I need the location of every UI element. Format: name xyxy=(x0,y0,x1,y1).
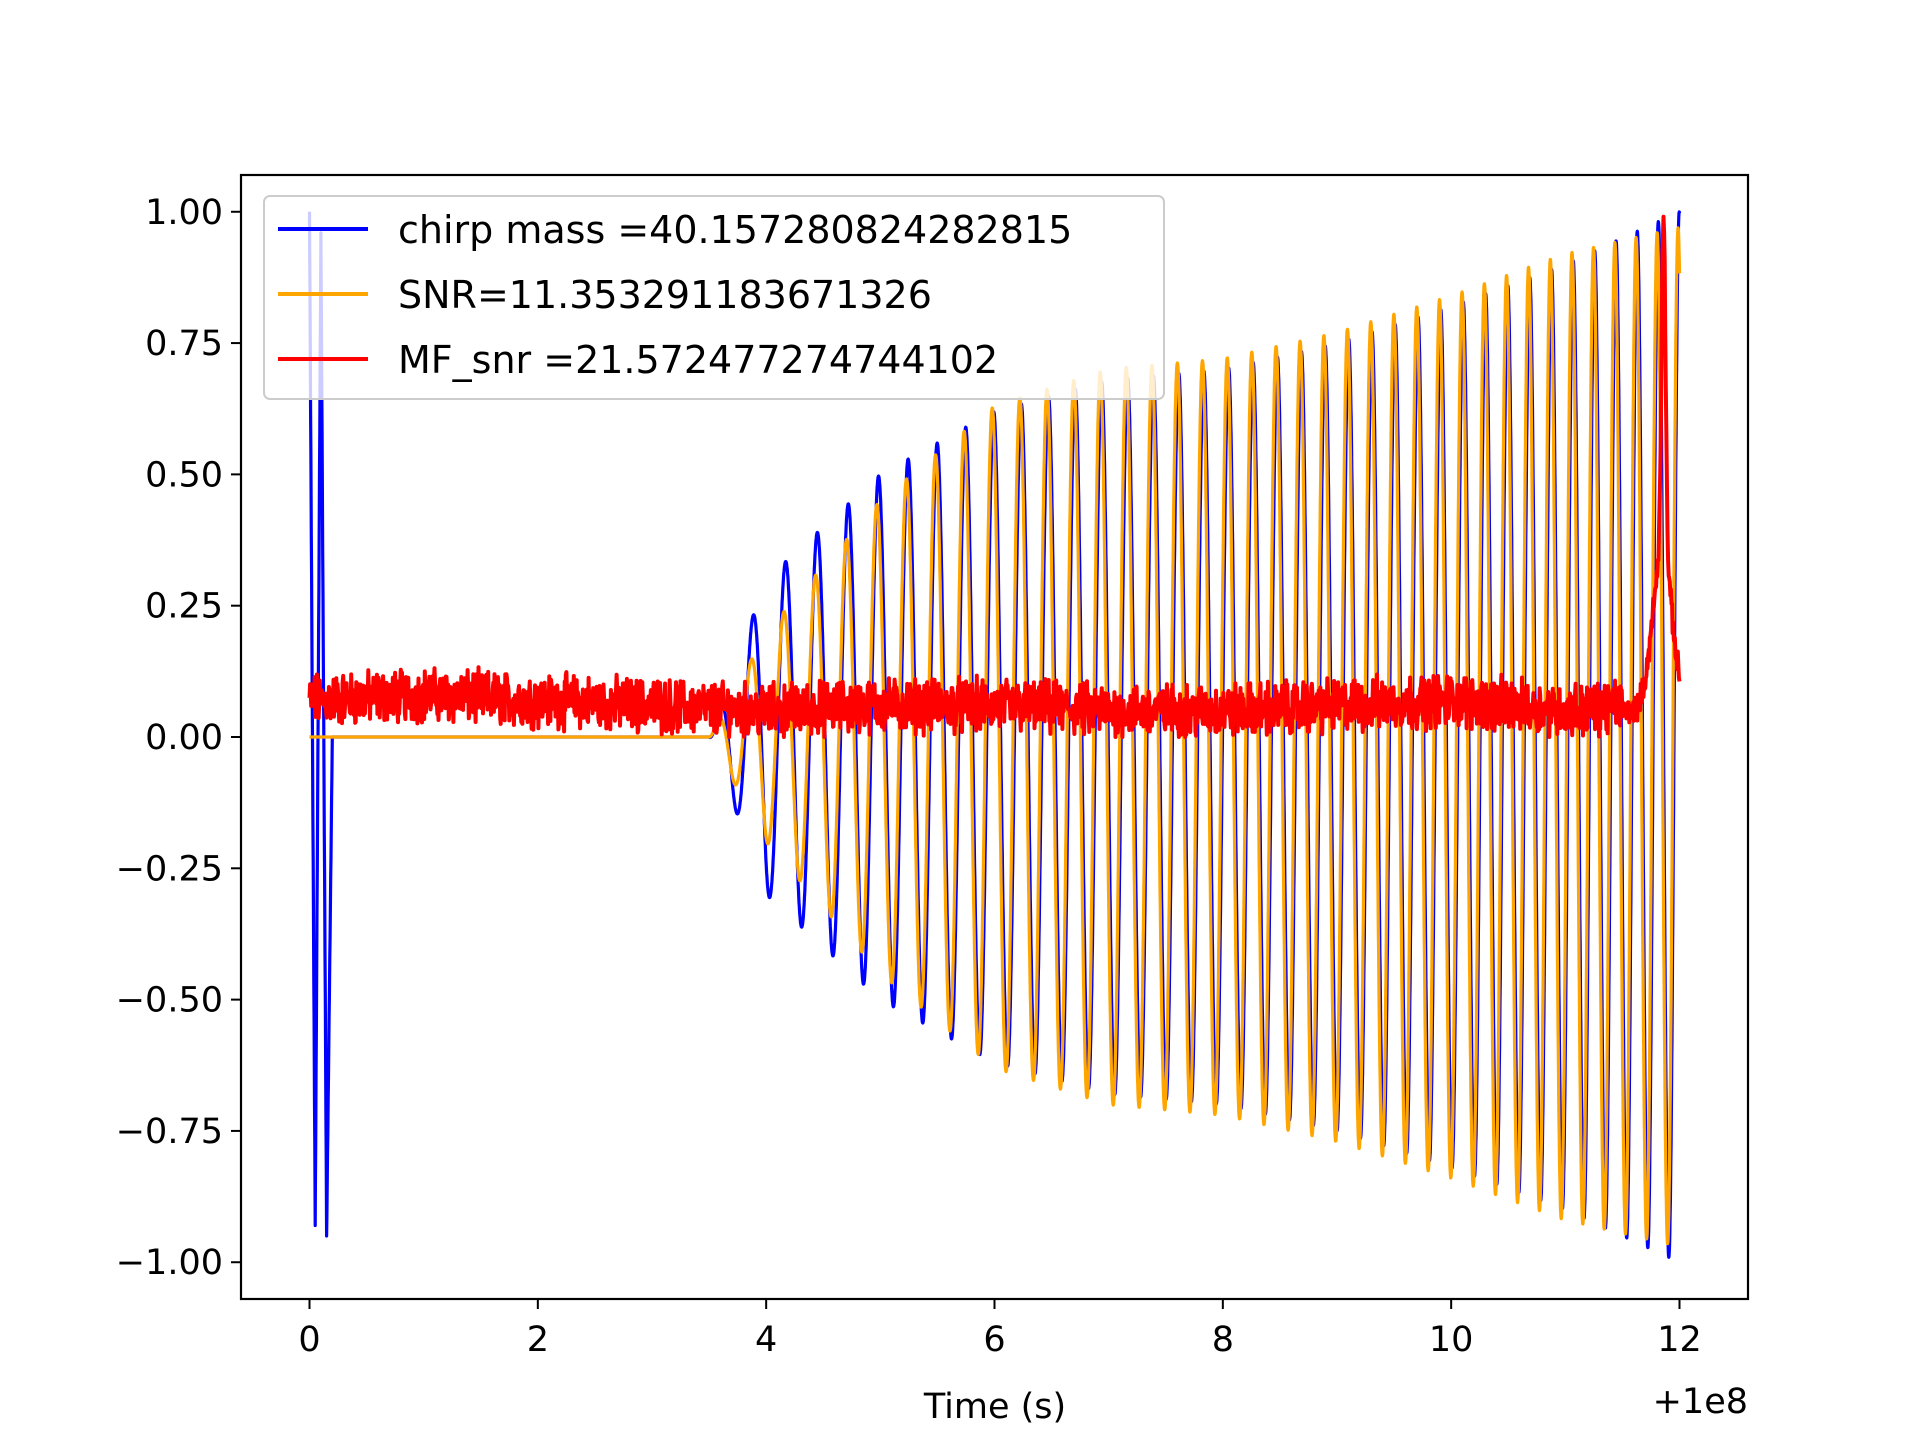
y-tick-label: −0.50 xyxy=(116,981,223,1021)
y-tick-label: 1.00 xyxy=(145,193,223,233)
x-tick-label: 4 xyxy=(755,1320,777,1360)
x-tick-label: 6 xyxy=(983,1320,1005,1360)
series-layer xyxy=(307,210,1682,1259)
series-mf-snr xyxy=(307,214,1682,739)
x-tick-label: 12 xyxy=(1657,1320,1702,1360)
legend-box xyxy=(263,195,1165,400)
x-axis-offset-label: +1e8 xyxy=(1653,1382,1748,1422)
legend-label-snr: SNR=11.353291183671326 xyxy=(398,273,932,317)
legend-label-chirp-mass: chirp mass =40.157280824282815 xyxy=(398,208,1072,252)
y-tick-label: −0.75 xyxy=(116,1112,223,1152)
series-snr xyxy=(308,226,1682,1246)
plot-area xyxy=(307,210,1682,1259)
x-axis: 0 2 4 6 8 10 12 xyxy=(298,1299,1702,1360)
x-tick-label: 8 xyxy=(1212,1320,1234,1360)
y-axis: 1.00 0.75 0.50 0.25 0.00 −0.25 −0.50 −0.75 −1.00 xyxy=(116,193,241,1283)
x-tick-label: 10 xyxy=(1429,1320,1474,1360)
legend: chirp mass =40.157280824282815 SNR=11.35… xyxy=(263,195,1165,400)
legend-label-mf-snr: MF_snr =21.572477274744102 xyxy=(398,338,998,382)
x-tick-label: 2 xyxy=(527,1320,549,1360)
x-tick-label: 0 xyxy=(298,1320,320,1360)
y-tick-label: 0.00 xyxy=(145,718,223,758)
y-tick-label: 0.50 xyxy=(145,455,223,495)
y-tick-label: −1.00 xyxy=(116,1243,223,1283)
x-axis-label: Time (s) xyxy=(923,1387,1066,1427)
y-tick-label: −0.25 xyxy=(116,849,223,889)
y-tick-label: 0.25 xyxy=(145,587,223,627)
y-tick-label: 0.75 xyxy=(145,324,223,364)
